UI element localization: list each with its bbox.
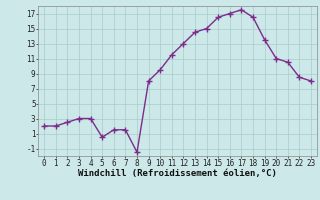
X-axis label: Windchill (Refroidissement éolien,°C): Windchill (Refroidissement éolien,°C) (78, 169, 277, 178)
